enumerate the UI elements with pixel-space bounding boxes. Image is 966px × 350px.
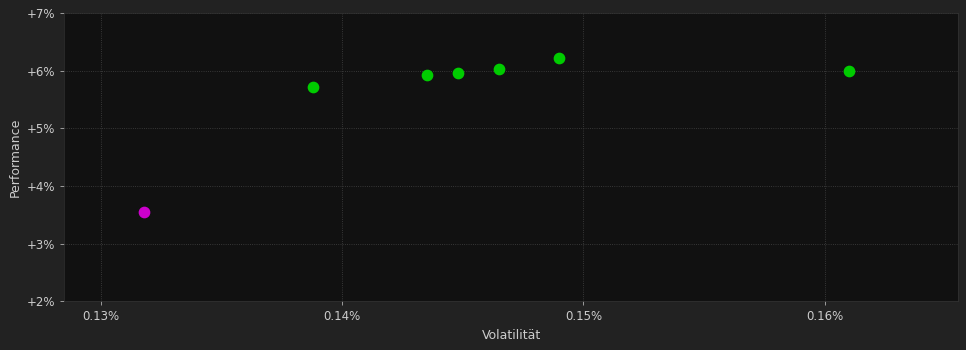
Point xyxy=(841,68,857,74)
Y-axis label: Performance: Performance xyxy=(9,118,21,197)
Point xyxy=(492,66,507,72)
Point xyxy=(450,70,466,75)
Point xyxy=(136,209,152,215)
Point xyxy=(305,84,321,90)
Point xyxy=(552,55,567,61)
Point xyxy=(419,72,435,78)
X-axis label: Volatilität: Volatilität xyxy=(481,329,541,342)
